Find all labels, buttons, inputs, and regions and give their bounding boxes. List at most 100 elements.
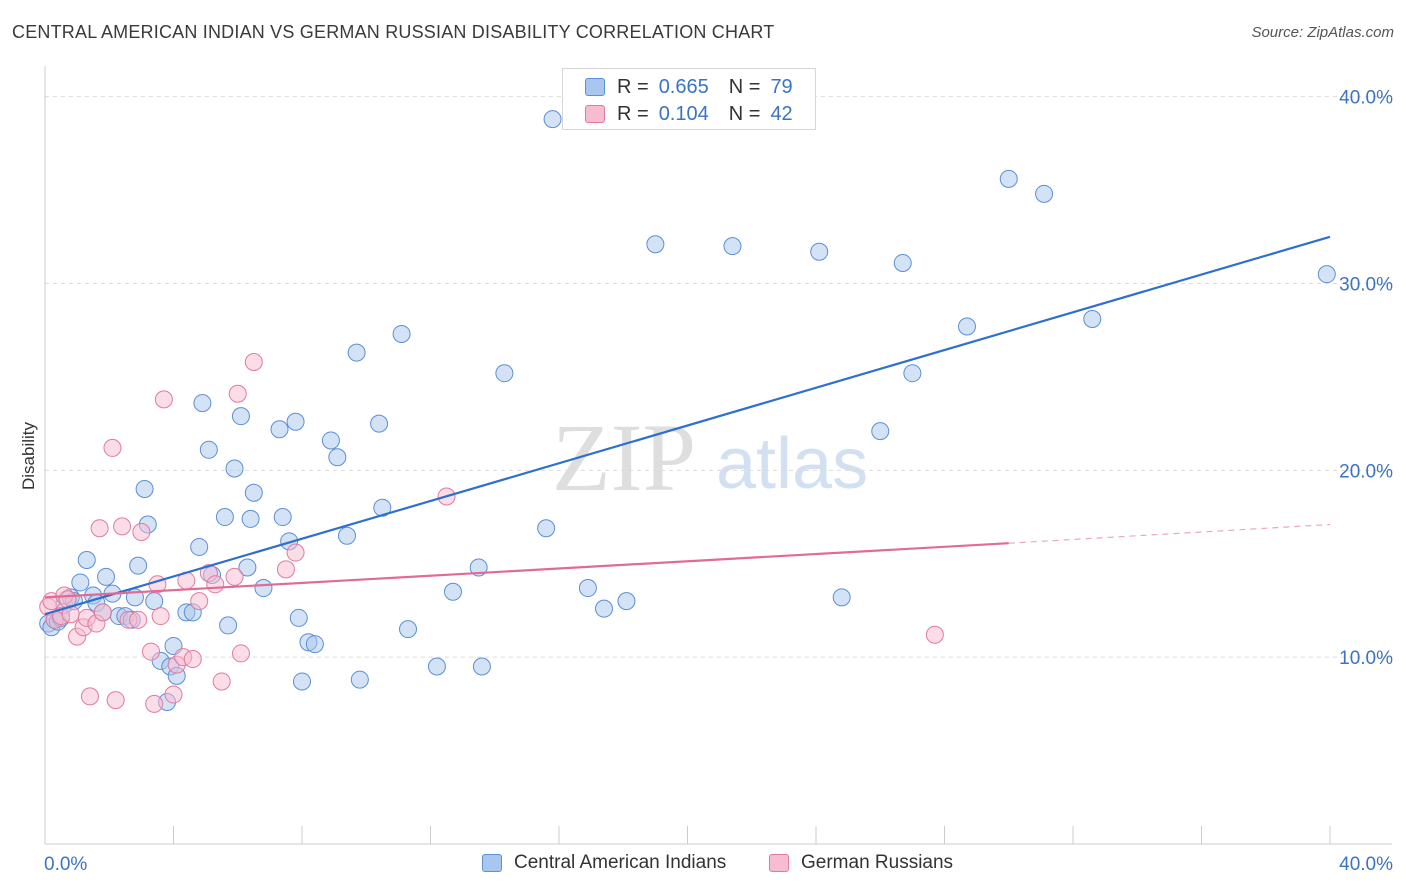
data-point-central-american-indians	[305, 635, 324, 654]
legend-n-value: 79	[770, 75, 793, 98]
data-point-central-american-indians	[347, 343, 366, 362]
data-point-central-american-indians	[957, 317, 976, 336]
data-point-central-american-indians	[350, 670, 369, 689]
data-point-german-russians	[190, 592, 209, 611]
bottom-legend-central-american-indians: Central American Indians	[482, 852, 726, 874]
legend-swatch-pink	[585, 105, 605, 123]
data-points	[39, 110, 1336, 713]
data-point-german-russians	[206, 575, 225, 594]
data-point-german-russians	[244, 352, 263, 371]
bottom-legend-swatch-blue	[482, 854, 502, 872]
data-point-central-american-indians	[427, 657, 446, 676]
data-point-central-american-indians	[328, 448, 347, 467]
data-point-central-american-indians	[903, 364, 922, 383]
data-point-central-american-indians	[1317, 265, 1336, 284]
data-point-german-russians	[80, 687, 99, 706]
data-point-central-american-indians	[594, 599, 613, 618]
data-point-german-russians	[276, 560, 295, 579]
y-axis-label: Disability	[19, 421, 38, 490]
legend-r-value: 0.665	[658, 75, 709, 98]
data-point-central-american-indians	[495, 364, 514, 383]
legend-n-label: N =	[728, 102, 761, 125]
data-point-central-american-indians	[443, 582, 462, 601]
watermark-zip: ZIP	[552, 404, 696, 511]
data-point-central-american-indians	[337, 526, 356, 545]
trend-line-german-russians-extension	[1008, 523, 1331, 544]
legend-n-value: 42	[770, 102, 793, 125]
x-tick-label: 40.0%	[1339, 854, 1393, 875]
data-point-central-american-indians	[832, 588, 851, 607]
y-tick-label: 10.0%	[1339, 648, 1393, 669]
data-point-central-american-indians	[723, 237, 742, 256]
trend-lines	[44, 235, 1331, 616]
legend-n-label: N =	[728, 75, 761, 98]
data-point-german-russians	[103, 438, 122, 457]
tick-labels: 10.0% 20.0% 30.0% 40.0% 0.0% 40.0%	[44, 88, 1393, 875]
data-point-german-russians	[225, 567, 244, 586]
data-point-german-russians	[129, 610, 148, 629]
data-point-central-american-indians	[193, 394, 212, 413]
data-point-central-american-indians	[293, 672, 311, 691]
bottom-legend-swatch-pink	[769, 854, 789, 872]
trend-line-central-american-indians	[44, 235, 1331, 616]
data-point-central-american-indians	[321, 431, 340, 450]
data-point-central-american-indians	[1035, 184, 1054, 203]
y-tick-label: 20.0%	[1339, 461, 1393, 482]
data-point-german-russians	[145, 694, 164, 713]
data-point-central-american-indians	[215, 508, 234, 527]
chart-title: CENTRAL AMERICAN INDIAN VS GERMAN RUSSIA…	[12, 22, 775, 42]
x-tick-label: 0.0%	[44, 854, 87, 875]
data-point-german-russians	[212, 672, 231, 691]
data-point-central-american-indians	[999, 169, 1018, 188]
data-point-central-american-indians	[129, 556, 148, 575]
data-point-central-american-indians	[617, 592, 636, 611]
data-point-german-russians	[231, 644, 250, 663]
data-point-central-american-indians	[241, 509, 260, 528]
data-point-german-russians	[142, 642, 161, 661]
data-point-central-american-indians	[578, 579, 597, 598]
data-point-central-american-indians	[219, 616, 238, 635]
data-point-central-american-indians	[472, 657, 491, 676]
data-point-german-russians	[106, 691, 125, 710]
data-point-central-american-indians	[810, 242, 829, 261]
data-point-central-american-indians	[646, 235, 665, 254]
data-point-central-american-indians	[145, 592, 164, 611]
data-point-central-american-indians	[238, 558, 257, 577]
data-point-central-american-indians	[225, 459, 244, 478]
data-point-central-american-indians	[273, 508, 292, 527]
data-point-central-american-indians	[286, 412, 305, 431]
data-point-german-russians	[164, 685, 183, 704]
data-point-german-russians	[90, 519, 109, 538]
legend-r-label: R =	[617, 75, 649, 98]
data-point-german-russians	[132, 522, 151, 541]
data-point-central-american-indians	[871, 422, 890, 441]
data-point-central-american-indians	[97, 567, 116, 586]
trend-line-german-russians	[44, 542, 1009, 599]
data-point-german-russians	[183, 650, 202, 669]
bottom-legend-german-russians: German Russians	[769, 852, 953, 874]
legend-row-german-russians: R = 0.104 N = 42	[585, 101, 793, 127]
legend-swatch-blue	[585, 78, 605, 96]
data-point-central-american-indians	[135, 480, 154, 499]
data-point-central-american-indians	[71, 573, 90, 592]
y-tick-label: 40.0%	[1339, 88, 1393, 109]
legend-r-value: 0.104	[658, 102, 709, 125]
data-point-central-american-indians	[370, 414, 389, 433]
bottom-legend-label: Central American Indians	[514, 852, 727, 873]
data-point-german-russians	[228, 384, 247, 403]
bottom-legend-label: German Russians	[801, 852, 954, 873]
data-point-central-american-indians	[190, 537, 209, 556]
source-label: Source: ZipAtlas.com	[1251, 24, 1394, 41]
data-point-central-american-indians	[270, 420, 289, 439]
data-point-central-american-indians	[537, 519, 556, 538]
data-point-central-american-indians	[289, 608, 308, 627]
data-point-central-american-indians	[231, 407, 250, 426]
data-point-german-russians	[925, 625, 944, 644]
data-point-central-american-indians	[543, 110, 562, 129]
data-point-german-russians	[93, 603, 112, 622]
data-point-german-russians	[286, 543, 305, 562]
data-point-central-american-indians	[392, 324, 411, 343]
axes	[44, 66, 1392, 845]
data-point-central-american-indians	[254, 579, 273, 598]
